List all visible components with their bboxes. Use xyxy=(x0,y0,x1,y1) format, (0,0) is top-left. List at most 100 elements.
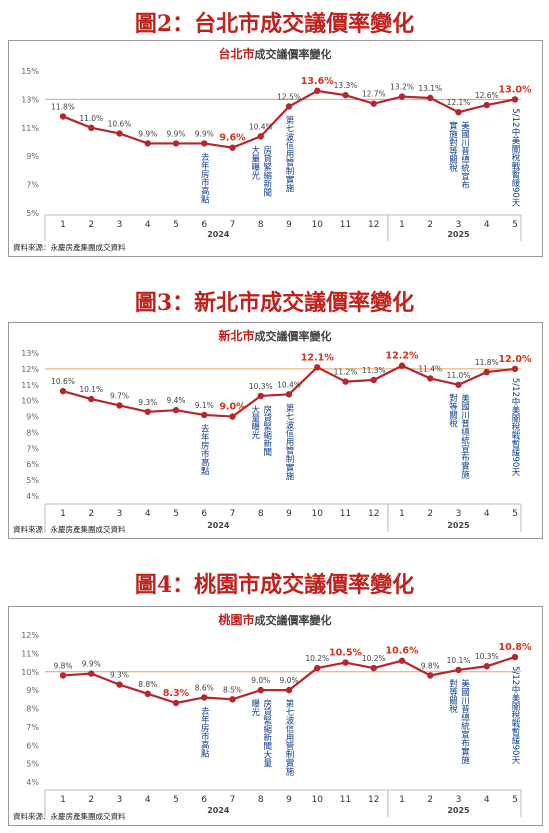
x-group-label: 2025 xyxy=(447,521,470,530)
data-label: 13.2% xyxy=(390,83,414,92)
data-point xyxy=(314,664,321,672)
x-tick-label: 4 xyxy=(145,220,151,230)
source-note: 資料來源：永慶房產集團成交資料 xyxy=(13,524,126,534)
x-tick-label: 2 xyxy=(427,220,433,230)
data-label: 9.8% xyxy=(53,661,72,670)
y-tick-label: 10% xyxy=(21,397,39,406)
y-tick-label: 8% xyxy=(26,428,39,437)
source-note: 資料來源：永慶房產集團成交資料 xyxy=(13,242,126,252)
x-tick-label: 10 xyxy=(312,220,324,230)
y-tick-label: 5% xyxy=(26,209,39,218)
data-point xyxy=(370,376,377,384)
chart-title-city: 桃園市 xyxy=(218,612,254,627)
chart-taoyuan-svg: 桃園市成交議價率變化 資料來源：永慶房產集團成交資料 4% 5% 6% 7% 8% 9% 1… xyxy=(13,612,532,821)
x-tick-label: 5 xyxy=(173,220,179,230)
data-label: 9.9% xyxy=(138,129,157,138)
x-tick-label: 3 xyxy=(117,509,123,519)
x-tick-label: 8 xyxy=(258,795,264,805)
data-label: 9.4% xyxy=(166,396,185,405)
chart-title-rest: 成交議價率變化 xyxy=(255,329,332,343)
data-point xyxy=(398,657,406,664)
data-label: 12.1% xyxy=(447,98,471,107)
data-point xyxy=(314,364,321,371)
x-tick-label: 7 xyxy=(230,509,236,519)
annotation-label: 對等關稅 xyxy=(448,678,458,714)
data-label: 9.7% xyxy=(110,391,129,400)
annotation-label: 第七波信用管制實施 xyxy=(284,403,294,481)
data-label: 9.8% xyxy=(421,661,440,670)
data-point xyxy=(370,100,377,107)
data-label: 10.6% xyxy=(108,119,132,128)
data-point xyxy=(285,103,293,110)
data-point xyxy=(172,407,180,414)
annotation-label: 第七波信用管制實施 xyxy=(284,699,294,777)
annotation-label: 5/12中美關稅戰暫緩90天 xyxy=(510,108,520,207)
y-tick-label: 8% xyxy=(26,705,39,714)
data-point xyxy=(370,664,377,672)
chart-taoyuan: 桃園市成交議價率變化 資料來源：永慶房產集團成交資料 4% 5% 6% 7% 8% 9% 1… xyxy=(8,606,543,826)
x-tick-label: 9 xyxy=(286,220,292,230)
data-label: 8.3% xyxy=(163,688,190,699)
annotation-label: 美國川普總統宣布實施 xyxy=(460,678,470,764)
data-label: 13.6% xyxy=(301,76,334,87)
x-tick-label: 6 xyxy=(201,795,207,805)
annotation-label: 曝光 xyxy=(250,699,260,717)
data-point xyxy=(427,94,434,102)
y-tick-label: 5% xyxy=(26,476,39,485)
chart-taipei-svg: 台北市成交議價率變化 資料來源：永慶房產集團成交資料 5% 7% 9% 11% 13% 1… xyxy=(13,46,532,252)
x-tick-label: 3 xyxy=(456,220,462,230)
x-tick-label: 6 xyxy=(201,220,207,230)
data-label: 11.4% xyxy=(418,364,442,373)
data-label: 10.3% xyxy=(475,652,499,661)
chart-new-taipei: 新北市成交議價率變化 資料來源：永慶房產集團成交資料 4% 5% 6% 7% 8% 9% 1… xyxy=(8,322,543,539)
x-tick-label: 3 xyxy=(456,795,462,805)
y-tick-label: 4% xyxy=(26,492,39,501)
annotation-label: 對等關稅 xyxy=(448,393,458,429)
chart-new-taipei-svg: 新北市成交議價率變化 資料來源：永慶房產集團成交資料 4% 5% 6% 7% 8% 9% 1… xyxy=(13,328,532,534)
y-tick-label: 7% xyxy=(26,723,39,732)
annotation-label: 美國川普總統宣布實施 xyxy=(460,393,470,480)
heading-taipei: 圖2：台北市成交議價率變化 xyxy=(134,11,415,37)
data-point xyxy=(229,144,236,151)
chart-title: 新北市成交議價率變化 xyxy=(218,328,331,343)
y-tick-label: 9% xyxy=(26,413,39,422)
data-point xyxy=(229,413,236,420)
data-point xyxy=(285,686,293,694)
x-tick-label: 9 xyxy=(286,509,292,519)
data-label: 10.1% xyxy=(447,656,471,665)
data-label: 10.4% xyxy=(249,122,273,131)
data-point xyxy=(257,133,264,140)
chart-title-rest: 成交議價率變化 xyxy=(255,47,332,61)
x-tick-label: 5 xyxy=(173,509,179,519)
y-tick-label: 11% xyxy=(21,649,39,658)
data-point xyxy=(483,101,490,109)
x-tick-label: 12 xyxy=(368,220,379,230)
x-tick-label: 3 xyxy=(456,509,462,519)
x-group-label: 2024 xyxy=(207,230,230,239)
annotation-label: 實施對等關稅 xyxy=(448,121,458,174)
x-tick-label: 7 xyxy=(230,220,236,230)
chart-title: 桃園市成交議價率變化 xyxy=(218,612,331,627)
x-tick-label: 10 xyxy=(312,795,324,805)
x-tick-label: 3 xyxy=(117,795,123,805)
data-label: 11.2% xyxy=(334,368,358,377)
chart-title-city: 台北市 xyxy=(218,46,254,61)
data-point xyxy=(59,672,67,679)
data-label: 10.5% xyxy=(329,648,362,659)
data-point xyxy=(285,391,293,398)
data-label: 9.0% xyxy=(219,402,246,413)
data-point xyxy=(257,392,264,400)
x-tick-label: 12 xyxy=(368,795,379,805)
annotation-label: 美國川普總統宣布 xyxy=(460,121,470,191)
x-tick-label: 1 xyxy=(60,220,66,230)
x-tick-label: 1 xyxy=(60,795,66,805)
data-label: 10.2% xyxy=(362,654,386,663)
data-point xyxy=(511,96,519,103)
x-tick-label: 2 xyxy=(427,795,433,805)
data-point xyxy=(342,91,349,99)
data-label: 8.5% xyxy=(223,685,242,694)
x-tick-label: 8 xyxy=(258,220,264,230)
x-group-label: 2024 xyxy=(207,806,230,815)
y-tick-label: 6% xyxy=(26,741,39,750)
data-label: 12.1% xyxy=(301,352,334,363)
